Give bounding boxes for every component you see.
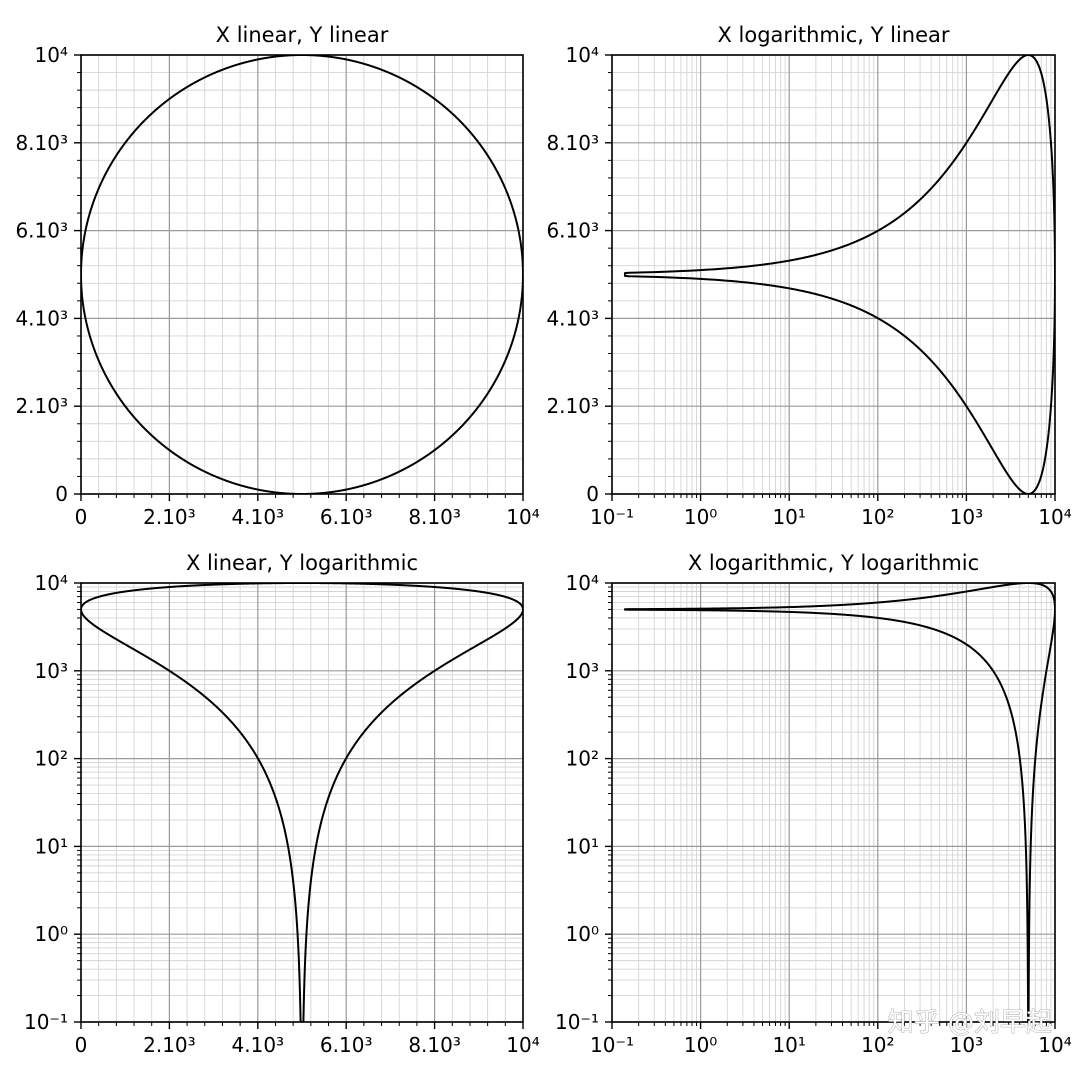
y-axis: 0 2.10³ 4.10³ 6.10³ 8.10³ 10⁴ — [546, 43, 612, 506]
x-tick-label: 10² — [861, 1033, 894, 1057]
x-tick-label: 10¹ — [772, 505, 805, 529]
circle-curve — [81, 583, 523, 1022]
y-tick-label: 10⁰ — [35, 922, 68, 946]
x-tick-label: 10⁻¹ — [590, 1033, 634, 1057]
y-tick-label: 10² — [35, 747, 68, 771]
watermark: 知乎 @刘早起 — [888, 1008, 1052, 1038]
x-tick-label: 10⁰ — [684, 1033, 717, 1057]
y-tick-label: 4.10³ — [546, 306, 599, 330]
axes-frame — [80, 582, 524, 1023]
y-tick-label: 10³ — [35, 659, 68, 683]
y-tick-label: 0 — [55, 482, 68, 506]
x-tick-label: 6.10³ — [320, 1033, 373, 1057]
subplot-title: X linear, Y logarithmic — [186, 551, 418, 575]
y-tick-label: 10⁻¹ — [24, 1010, 68, 1034]
y-tick-label: 8.10³ — [546, 131, 599, 155]
circle-curve — [81, 55, 523, 494]
y-tick-label: 10¹ — [35, 834, 68, 858]
subplot-title: X logarithmic, Y linear — [717, 23, 949, 47]
subplot-title: X linear, Y linear — [216, 23, 389, 47]
x-tick-label: 10⁴ — [506, 1033, 539, 1057]
x-tick-label: 10¹ — [772, 1033, 805, 1057]
subplot-1: X linear, Y linear 0 2.10³ 4.10³ 6.10³ 8.10³ 1… — [15, 23, 539, 529]
minor-grid — [612, 583, 1055, 1022]
subplot-grid: X linear, Y linear 0 2.10³ 4.10³ 6.10³ 8.10³ 1… — [15, 23, 1071, 1057]
minor-grid — [612, 55, 1055, 494]
axes-frame — [611, 582, 1056, 1023]
y-tick-label: 10³ — [566, 659, 599, 683]
y-tick-label: 2.10³ — [15, 394, 68, 418]
x-tick-label: 10³ — [950, 505, 983, 529]
circle-curve — [623, 583, 1055, 1022]
minor-grid — [81, 55, 523, 494]
x-tick-label: 10³ — [950, 1033, 983, 1057]
x-tick-label: 2.10³ — [143, 1033, 196, 1057]
y-tick-label: 10² — [566, 747, 599, 771]
x-axis: 0 2.10³ 4.10³ 6.10³ 8.10³ 10⁴ — [75, 1022, 540, 1057]
x-tick-label: 8.10³ — [408, 505, 461, 529]
y-tick-label: 0 — [586, 482, 599, 506]
y-tick-label: 10⁴ — [35, 43, 68, 67]
x-tick-label: 0 — [75, 1033, 88, 1057]
y-tick-label: 10⁴ — [35, 571, 68, 595]
circle-curve — [623, 55, 1055, 494]
y-axis: 10⁻¹ 10⁰ 10¹ 10² 10³ 10⁴ — [24, 571, 81, 1034]
x-axis: 10⁻¹ 10⁰ 10¹ 10² 10³ 10⁴ — [590, 494, 1072, 529]
y-tick-label: 10¹ — [566, 834, 599, 858]
x-tick-label: 10² — [861, 505, 894, 529]
x-tick-label: 10⁰ — [684, 505, 717, 529]
y-tick-label: 8.10³ — [15, 131, 68, 155]
y-tick-label: 6.10³ — [15, 219, 68, 243]
x-tick-label: 6.10³ — [320, 505, 373, 529]
y-tick-label: 6.10³ — [546, 219, 599, 243]
axes-frame — [611, 54, 1056, 495]
y-tick-label: 10⁻¹ — [555, 1010, 599, 1034]
y-tick-label: 10⁴ — [566, 571, 599, 595]
x-tick-label: 0 — [75, 505, 88, 529]
x-tick-label: 4.10³ — [232, 505, 285, 529]
x-tick-label: 2.10³ — [143, 505, 196, 529]
x-tick-label: 4.10³ — [232, 1033, 285, 1057]
y-axis: 10⁻¹ 10⁰ 10¹ 10² 10³ 10⁴ — [555, 571, 612, 1034]
axes-frame — [80, 54, 524, 495]
x-tick-label: 8.10³ — [408, 1033, 461, 1057]
x-axis: 0 2.10³ 4.10³ 6.10³ 8.10³ 10⁴ — [75, 494, 540, 529]
y-tick-label: 10⁰ — [566, 922, 599, 946]
y-axis: 0 2.10³ 4.10³ 6.10³ 8.10³ 10⁴ — [15, 43, 81, 506]
x-tick-label: 10⁻¹ — [590, 505, 634, 529]
x-axis: 10⁻¹ 10⁰ 10¹ 10² 10³ 10⁴ — [590, 1022, 1072, 1057]
subplot-3: X linear, Y logarithmic 0 2.10³ 4.10³ 6.10³ 8… — [24, 551, 540, 1057]
x-tick-label: 10⁴ — [1038, 1033, 1071, 1057]
y-tick-label: 2.10³ — [546, 394, 599, 418]
x-tick-label: 10⁴ — [1038, 505, 1071, 529]
y-tick-label: 10⁴ — [566, 43, 599, 67]
y-tick-label: 4.10³ — [15, 306, 68, 330]
minor-grid — [81, 583, 523, 1022]
x-tick-label: 10⁴ — [506, 505, 539, 529]
subplot-title: X logarithmic, Y logarithmic — [688, 551, 979, 575]
